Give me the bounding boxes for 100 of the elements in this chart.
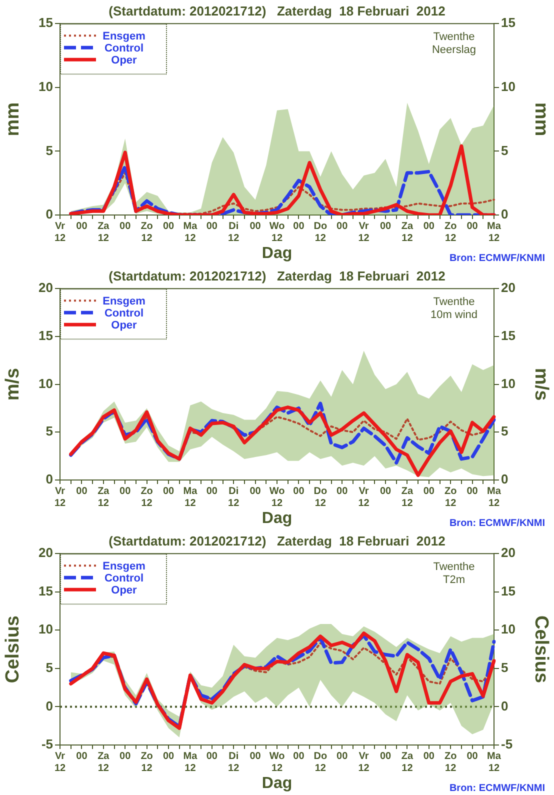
x-tick-label: 00 — [76, 750, 88, 762]
x-tick-label: 00 — [466, 220, 478, 232]
x-tick-label: 00 — [336, 220, 348, 232]
y2-tick-label: 15 — [501, 328, 516, 344]
x-tick-label: Do 12 — [314, 750, 328, 774]
y2-tick-label: 10 — [501, 376, 516, 391]
y-tick-label: 15 — [38, 328, 53, 344]
x-tick-label: Zo 12 — [444, 486, 457, 509]
x-tick-label: Vr 12 — [54, 750, 66, 774]
x-tick-label: 00 — [250, 486, 262, 497]
x-tick-label: Di 12 — [228, 750, 240, 774]
text: Bron: ECMWF/KNMI — [449, 252, 546, 264]
x-axis-title: Dag — [262, 510, 292, 527]
x-tick-label: 00 — [250, 750, 262, 762]
text: Bron: ECMWF/KNMI — [449, 518, 546, 529]
y-tick-label: 5 — [46, 142, 53, 158]
annotation: Twenthe Neerslag — [432, 31, 476, 56]
x-tick-label: 00 — [120, 750, 132, 762]
legend-label: Ensgem — [102, 30, 146, 43]
line-series — [69, 402, 496, 465]
y-axis-title: mm — [2, 102, 24, 136]
legend-label: Ensgem — [102, 296, 146, 308]
x-tick-label: Wo 12 — [269, 220, 285, 244]
x-tick-label: Zo 12 — [444, 750, 457, 774]
y-tick-label: 15 — [38, 583, 53, 598]
x-axis-title: Dag — [262, 774, 292, 792]
x-tick-label: Vr 12 — [54, 486, 66, 509]
y2-tick-label: 10 — [501, 78, 516, 94]
legend-label: Oper — [111, 320, 138, 332]
x-tick-label: 00 — [120, 486, 132, 497]
y-tick-label: -5 — [41, 736, 53, 752]
y-tick-label: 15 — [38, 15, 53, 30]
x-tick-label: Vr 12 — [54, 220, 66, 244]
text: Bron: ECMWF/KNMI — [449, 782, 546, 794]
y2-tick-label: 15 — [501, 583, 516, 598]
chart-title: (Startdatum: 2012021712) Zaterdag 18 Februari 2012 — [108, 533, 446, 548]
x-tick-label: 00 — [76, 220, 88, 232]
x-tick-label: 00 — [336, 750, 348, 762]
x-tick-label: Wo 12 — [269, 750, 285, 774]
legend-label: Control — [104, 572, 144, 585]
y2-tick-label: 15 — [501, 15, 516, 30]
y2-tick-label: 5 — [501, 660, 508, 676]
x-tick-label: Za 12 — [401, 486, 414, 509]
y-tick-label: 0 — [46, 472, 53, 487]
x-tick-label: Zo 12 — [140, 486, 153, 509]
y-tick-label: 10 — [38, 78, 53, 94]
x-tick-label: 00 — [423, 486, 435, 497]
y2-axis-title: m/s — [530, 368, 552, 401]
x-tick-label: Do 12 — [314, 220, 328, 244]
x-tick-label: 00 — [162, 220, 174, 232]
x-tick-label: 00 — [120, 220, 132, 232]
x-tick-label: Zo 12 — [140, 220, 153, 244]
y-axis-title: m/s — [2, 368, 24, 401]
x-tick-label: Ma 12 — [487, 750, 502, 774]
x-tick-label: 00 — [466, 750, 478, 762]
y-tick-label: 0 — [46, 698, 53, 714]
x-tick-label: 00 — [206, 220, 218, 232]
x-tick-label: 00 — [423, 220, 435, 232]
x-tick-label: 00 — [162, 750, 174, 762]
chart-title: (Startdatum: 2012021712) Zaterdag 18 Februari 2012 — [108, 268, 446, 284]
x-tick-label: 00 — [336, 486, 348, 497]
x-tick-label: Vr 12 — [358, 750, 370, 774]
y2-tick-label: -5 — [501, 736, 513, 752]
x-tick-label: Za 12 — [401, 220, 414, 244]
x-tick-label: 00 — [380, 750, 392, 762]
x-tick-label: Za 12 — [401, 750, 414, 774]
y-tick-label: 20 — [38, 545, 53, 560]
x-tick-label: Za 12 — [98, 486, 110, 509]
x-tick-label: Do 12 — [314, 486, 328, 509]
x-tick-label: 00 — [293, 486, 305, 497]
x-tick-label: Vr 12 — [358, 486, 370, 509]
y-tick-label: 5 — [46, 424, 53, 439]
x-tick-label: 00 — [162, 486, 174, 497]
x-tick-label: 00 — [423, 750, 435, 762]
x-tick-label: 00 — [380, 220, 392, 232]
y2-axis-title: mm — [530, 102, 552, 136]
y2-tick-label: 5 — [501, 142, 508, 158]
x-tick-label: 00 — [293, 220, 305, 232]
y2-tick-label: 20 — [501, 545, 516, 560]
x-tick-label: Ma 12 — [183, 486, 198, 509]
y2-tick-label: 20 — [501, 280, 516, 296]
x-tick-label: 00 — [76, 486, 88, 497]
x-axis-title: Dag — [262, 244, 292, 262]
x-tick-label: Wo 12 — [269, 486, 285, 509]
legend-label: Oper — [111, 584, 138, 597]
y-tick-label: 20 — [38, 280, 53, 296]
x-tick-label: 00 — [293, 750, 305, 762]
x-tick-label: Ma 12 — [487, 220, 502, 244]
y2-tick-label: 0 — [501, 206, 508, 222]
legend-label: Ensgem — [102, 560, 146, 573]
y-tick-label: 0 — [46, 206, 53, 222]
x-tick-label: Ma 12 — [183, 220, 198, 244]
legend-label: Oper — [111, 54, 138, 67]
x-tick-label: Di 12 — [228, 486, 240, 509]
annotation: Twenthe T2m — [433, 561, 475, 586]
x-tick-label: Ma 12 — [487, 486, 502, 509]
x-tick-label: Ma 12 — [183, 750, 198, 774]
x-tick-label: Di 12 — [228, 220, 240, 244]
x-tick-label: 00 — [206, 750, 218, 762]
legend-label: Control — [104, 308, 144, 320]
